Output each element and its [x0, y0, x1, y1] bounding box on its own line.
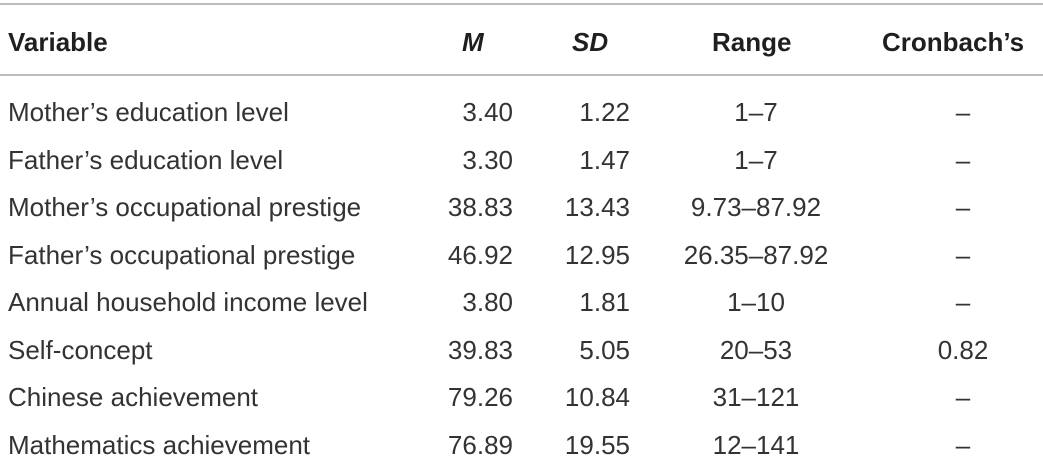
table-row: Mother’s occupational prestige 38.83 13.…: [0, 183, 1043, 231]
cell-range: 26.35–87.92: [683, 239, 829, 270]
cell-cronbach: –: [955, 287, 971, 317]
table-body: Mother’s education level 3.40 1.22 1–7 –…: [0, 88, 1043, 468]
cell-range: 20–53: [719, 334, 793, 365]
cell-cronbach: –: [955, 382, 971, 412]
cell-sd: 19.55: [564, 429, 630, 460]
cell-range: 31–121: [712, 382, 800, 412]
cell-cronbach: –: [955, 144, 971, 175]
cell-variable: Mother’s occupational prestige: [8, 192, 362, 222]
cell-mean: 76.89: [447, 429, 513, 460]
cell-cronbach: –: [955, 429, 971, 460]
cell-cronbach: –: [955, 192, 971, 222]
table-header-row: Variable M SD Range Cronbach’s: [0, 18, 1043, 66]
cell-variable: Self-concept: [8, 334, 153, 365]
cell-variable: Father’s occupational prestige: [8, 239, 356, 270]
cell-range: 1–7: [734, 97, 778, 127]
cell-sd: 13.43: [564, 192, 630, 222]
cell-variable: Mother’s education level: [8, 97, 289, 127]
cell-variable: Father’s education level: [8, 144, 284, 175]
table-row: Mathematics achievement 76.89 19.55 12–1…: [0, 421, 1043, 469]
header-sd: SD: [572, 27, 609, 57]
header-cronbach: Cronbach’s: [882, 27, 1025, 57]
cell-mean: 38.83: [447, 192, 513, 222]
cell-variable: Chinese achievement: [8, 382, 259, 412]
cell-sd: 10.84: [564, 382, 630, 412]
cell-sd: 5.05: [579, 334, 630, 365]
cell-range: 1–7: [734, 144, 778, 175]
table-row: Annual household income level 3.80 1.81 …: [0, 278, 1043, 326]
cell-mean: 3.30: [462, 144, 513, 175]
table-row: Father’s education level 3.30 1.47 1–7 –: [0, 136, 1043, 184]
cell-sd: 1.22: [579, 97, 630, 127]
table-header-rule: [0, 74, 1043, 76]
cell-sd: 12.95: [564, 239, 630, 270]
cell-range: 1–10: [727, 287, 785, 317]
cell-cronbach: –: [955, 239, 971, 270]
cell-variable: Annual household income level: [8, 287, 368, 317]
cell-mean: 79.26: [447, 382, 513, 412]
cell-cronbach: –: [955, 97, 971, 127]
cell-mean: 3.40: [462, 97, 513, 127]
header-range: Range: [712, 27, 792, 57]
table-top-rule: [0, 3, 1043, 5]
cell-variable: Mathematics achievement: [8, 429, 311, 460]
header-mean: M: [462, 27, 484, 57]
cell-range: 12–141: [712, 429, 800, 460]
table-row: Chinese achievement 79.26 10.84 31–121 –: [0, 373, 1043, 421]
cell-range: 9.73–87.92: [690, 192, 822, 222]
cell-cronbach: 0.82: [937, 334, 989, 365]
cell-mean: 3.80: [462, 287, 513, 317]
table-row: Mother’s education level 3.40 1.22 1–7 –: [0, 88, 1043, 136]
header-variable: Variable: [8, 27, 108, 57]
cell-mean: 39.83: [447, 334, 513, 365]
table-row: Father’s occupational prestige 46.92 12.…: [0, 231, 1043, 279]
cell-mean: 46.92: [447, 239, 513, 270]
table-row: Self-concept 39.83 5.05 20–53 0.82: [0, 326, 1043, 374]
cell-sd: 1.47: [579, 144, 630, 175]
cell-sd: 1.81: [579, 287, 630, 317]
